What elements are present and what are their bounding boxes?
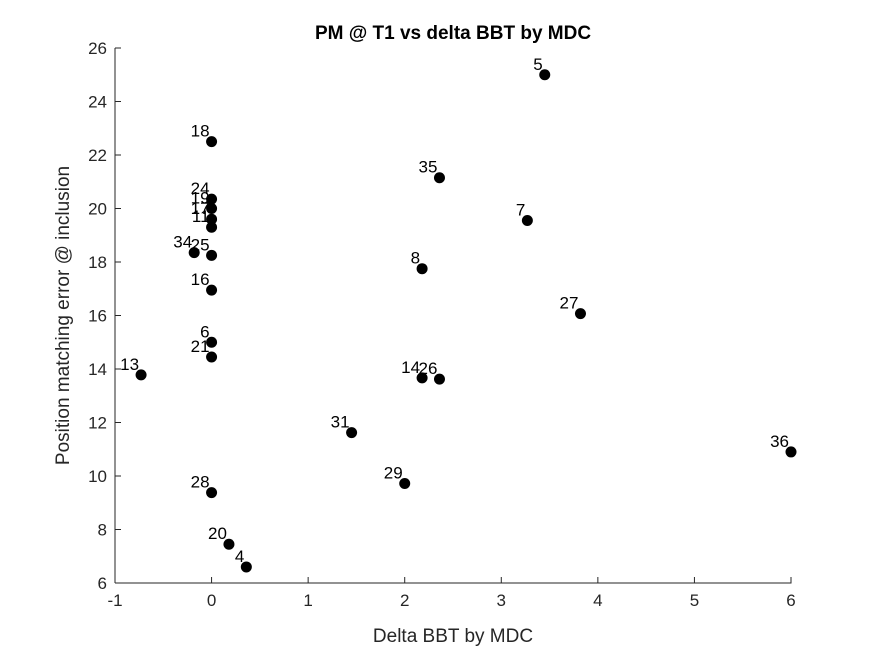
data-point-label: 24 (191, 179, 210, 198)
y-tick-label: 18 (88, 253, 107, 272)
data-point-label: 20 (208, 524, 227, 543)
x-axis-label: Delta BBT by MDC (373, 626, 533, 647)
data-point-label: 17 (191, 199, 210, 218)
data-point-label: 21 (191, 337, 210, 356)
x-tick-label: 6 (786, 591, 795, 610)
data-point-label: 27 (560, 294, 579, 313)
data-point (206, 487, 218, 499)
data-point-label: 34 (173, 233, 192, 252)
data-point (206, 213, 218, 225)
data-point (206, 284, 218, 296)
y-tick-label: 10 (88, 467, 107, 486)
data-point (223, 538, 235, 550)
data-point (206, 136, 218, 148)
x-tick-label: -1 (107, 591, 122, 610)
data-point (188, 247, 200, 259)
y-axis-label: Position matching error @ inclusion (53, 166, 74, 465)
data-point-label: 8 (411, 249, 420, 268)
x-tick-label: 4 (593, 591, 602, 610)
data-point (135, 369, 147, 381)
data-point-label: 19 (191, 189, 210, 208)
data-point-label: 4 (235, 547, 244, 566)
x-tick-label: 2 (400, 591, 409, 610)
data-point (785, 446, 797, 458)
data-point (206, 203, 218, 214)
data-point (416, 372, 428, 384)
data-point (206, 336, 218, 348)
y-tick-label: 12 (88, 414, 107, 433)
data-point (206, 221, 218, 233)
chart-title: PM @ T1 vs delta BBT by MDC (315, 23, 591, 44)
data-point-label: 35 (419, 158, 438, 177)
x-tick-label: 3 (497, 591, 506, 610)
data-point (521, 215, 533, 227)
y-tick-label: 20 (88, 200, 107, 219)
data-point (206, 351, 218, 363)
data-point-label: 26 (419, 359, 438, 378)
data-point (433, 172, 445, 184)
data-point-label: 14 (401, 358, 420, 377)
data-point (206, 249, 218, 261)
y-tick-label: 26 (88, 39, 107, 58)
y-tick-label: 6 (98, 574, 107, 593)
y-tick-label: 8 (98, 521, 107, 540)
data-point-label: 7 (516, 201, 525, 220)
data-point (574, 308, 586, 320)
data-point-label: 25 (191, 235, 210, 254)
data-point-label: 28 (191, 473, 210, 492)
data-point (539, 69, 551, 81)
y-tick-label: 22 (88, 146, 107, 165)
y-tick-label: 14 (88, 360, 107, 379)
data-point (240, 561, 252, 573)
x-tick-label: 1 (303, 591, 312, 610)
data-point-label: 11 (192, 207, 210, 226)
data-point (206, 193, 218, 205)
x-tick-label: 0 (207, 591, 216, 610)
y-tick-label: 16 (88, 307, 107, 326)
y-tick-label: 24 (88, 93, 107, 112)
data-point-label: 31 (331, 413, 350, 432)
data-point (433, 373, 445, 385)
data-point-label: 16 (191, 270, 210, 289)
data-point (346, 427, 358, 439)
data-point-label: 13 (120, 355, 139, 374)
data-point-label: 36 (770, 432, 789, 451)
data-point-label: 6 (200, 322, 209, 341)
data-point (416, 263, 428, 275)
x-tick-label: 5 (690, 591, 699, 610)
data-point-label: 18 (191, 122, 210, 141)
data-point (399, 477, 411, 489)
data-point-label: 5 (533, 55, 542, 74)
data-point-label: 29 (384, 463, 403, 482)
